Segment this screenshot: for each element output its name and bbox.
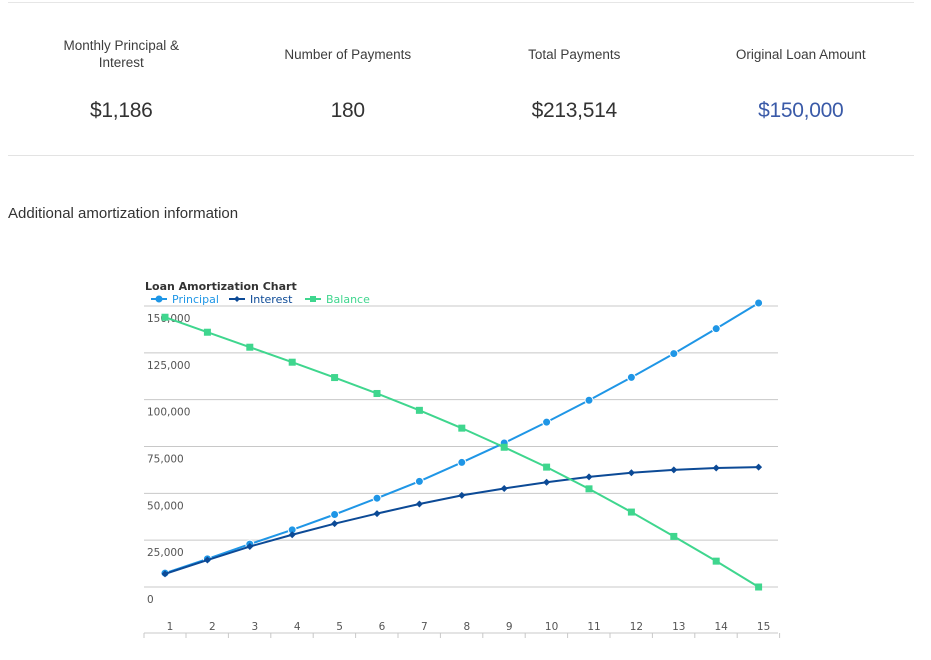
legend-marker — [155, 295, 163, 303]
chart-title: Loan Amortization Chart — [145, 280, 297, 293]
y-tick-label: 50,000 — [147, 500, 184, 512]
y-tick-label: 75,000 — [147, 454, 184, 466]
x-tick-label: 13 — [672, 621, 685, 633]
data-point — [415, 406, 423, 414]
data-point — [542, 417, 552, 427]
data-point — [414, 476, 424, 486]
legend-label: Interest — [250, 293, 293, 306]
data-point — [585, 473, 593, 481]
x-tick-label: 3 — [251, 621, 258, 633]
stat-label: Original Loan Amount — [735, 46, 866, 62]
y-tick-label: 0 — [147, 594, 154, 606]
data-point — [161, 570, 169, 578]
data-point — [627, 469, 635, 477]
data-point — [203, 556, 211, 564]
legend-marker — [234, 296, 240, 302]
stat-label: Monthly Principal & Interest — [63, 38, 180, 70]
stat-number-of-payments: Number of Payments 180 — [235, 3, 462, 155]
data-point — [373, 389, 381, 397]
x-tick-label: 7 — [421, 621, 428, 633]
data-point — [458, 491, 466, 499]
data-point — [288, 531, 296, 539]
legend-label: Balance — [326, 293, 370, 306]
legend-marker — [310, 296, 316, 302]
series-principal — [160, 298, 764, 578]
x-tick-label: 10 — [545, 621, 558, 633]
x-tick-label: 4 — [294, 621, 301, 633]
x-tick-label: 6 — [379, 621, 386, 633]
data-point — [500, 484, 508, 492]
data-point — [585, 485, 593, 493]
data-point — [161, 313, 169, 321]
x-tick-label: 11 — [587, 621, 600, 633]
x-tick-label: 8 — [463, 621, 470, 633]
data-point — [711, 324, 721, 334]
data-point — [457, 457, 467, 467]
data-point — [330, 510, 340, 520]
series-line — [164, 302, 760, 575]
data-point — [372, 493, 382, 503]
y-tick-label: 125,000 — [147, 360, 190, 372]
stat-value: $150,000 — [758, 99, 844, 122]
stat-monthly-payment: Monthly Principal & Interest $1,186 — [8, 3, 235, 155]
x-tick-label: 2 — [209, 621, 216, 633]
data-point — [373, 510, 381, 518]
x-tick-label: 12 — [630, 621, 643, 633]
data-point — [331, 520, 339, 528]
chart-legend: Principal Interest Balance — [151, 293, 370, 306]
x-tick-label: 14 — [715, 621, 729, 633]
data-point — [669, 349, 679, 359]
data-point — [712, 557, 720, 565]
series-line — [164, 466, 759, 575]
data-point — [246, 543, 254, 551]
stat-value: $213,514 — [531, 99, 618, 122]
data-point — [543, 478, 551, 486]
data-point — [331, 374, 339, 382]
x-tick-label: 9 — [506, 621, 513, 633]
data-point — [670, 532, 678, 540]
data-point — [415, 500, 423, 508]
legend-item-principal: Principal — [151, 293, 219, 306]
legend-label: Principal — [172, 293, 219, 306]
top-divider — [8, 2, 914, 3]
x-tick-label: 1 — [167, 621, 174, 633]
chart-series — [160, 298, 764, 591]
stat-label: Total Payments — [528, 46, 621, 62]
data-point — [755, 463, 763, 471]
data-point — [288, 358, 296, 366]
stat-value: 180 — [330, 99, 365, 122]
data-point — [754, 298, 764, 308]
data-point — [755, 583, 763, 591]
series-balance — [161, 313, 763, 591]
data-point — [626, 372, 636, 382]
data-point — [500, 443, 508, 451]
section-title: Additional amortization information — [8, 205, 239, 222]
data-point — [670, 466, 678, 474]
x-tick-label: 15 — [757, 621, 770, 633]
y-tick-label: 25,000 — [147, 547, 184, 559]
data-point — [203, 328, 211, 336]
data-point — [712, 464, 720, 472]
stat-original-loan-amount: Original Loan Amount $150,000 — [688, 3, 915, 155]
data-point — [246, 343, 254, 351]
series-line — [164, 316, 760, 588]
y-tick-label: 100,000 — [147, 407, 190, 419]
series-interest — [161, 463, 763, 578]
stat-total-payments: Total Payments $213,514 — [461, 3, 688, 155]
x-tick-label: 5 — [336, 621, 343, 633]
loan-summary: Monthly Principal & Interest $1,186 Numb… — [8, 3, 914, 155]
legend-item-balance: Balance — [305, 293, 370, 306]
summary-divider — [8, 155, 914, 156]
data-point — [584, 395, 594, 405]
data-point — [458, 424, 466, 432]
data-point — [627, 508, 635, 516]
legend-item-interest: Interest — [229, 293, 293, 306]
x-axis: 1 2 3 4 5 6 7 8 9 10 11 12 13 14 15 — [143, 621, 781, 638]
stat-label: Number of Payments — [284, 46, 412, 62]
stat-value: $1,186 — [90, 99, 153, 122]
data-point — [543, 463, 551, 471]
